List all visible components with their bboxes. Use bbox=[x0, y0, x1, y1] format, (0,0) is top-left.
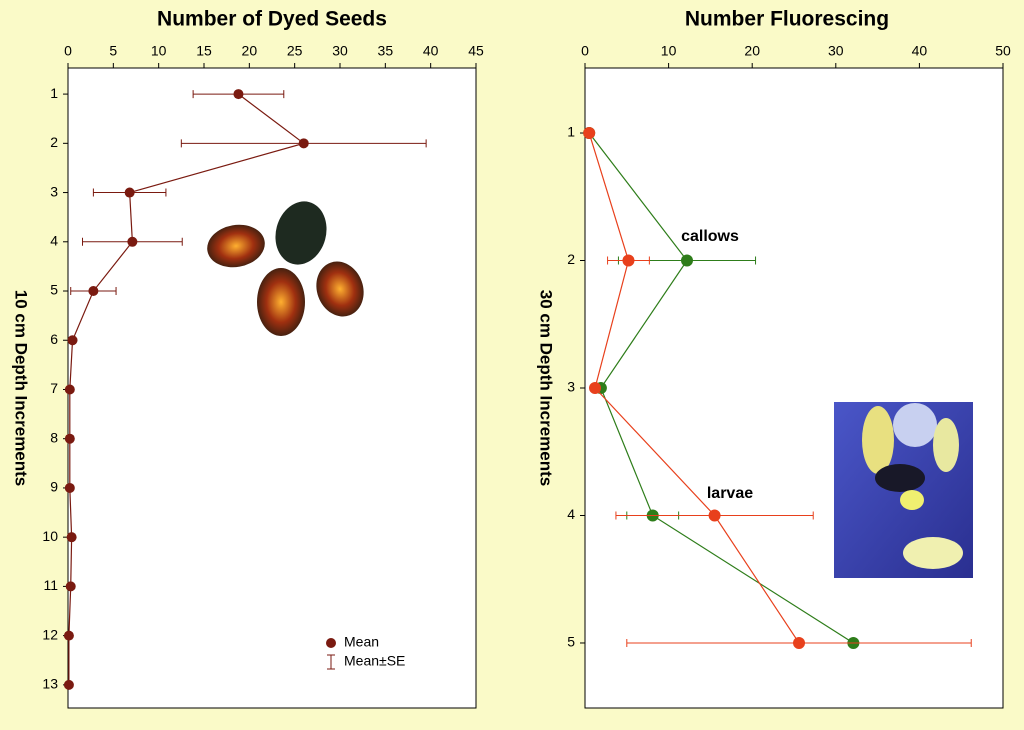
data-point bbox=[88, 286, 99, 297]
x-tick-label: 10 bbox=[151, 43, 167, 59]
legend-label: Mean±SE bbox=[344, 653, 405, 669]
data-point bbox=[64, 433, 75, 444]
x-tick-label: 40 bbox=[423, 43, 439, 59]
legend-marker bbox=[327, 654, 335, 670]
x-tick-label: 15 bbox=[196, 43, 212, 59]
data-point bbox=[63, 630, 74, 641]
x-tick-label: 20 bbox=[744, 43, 760, 59]
data-point bbox=[67, 335, 78, 346]
y-tick-label: 10 bbox=[42, 528, 58, 544]
y-tick-label: 8 bbox=[50, 429, 58, 445]
x-tick-label: 0 bbox=[581, 43, 589, 59]
x-tick-label: 5 bbox=[109, 43, 117, 59]
y-tick-label: 3 bbox=[50, 183, 58, 199]
data-point bbox=[298, 138, 309, 149]
data-point bbox=[708, 509, 721, 522]
y-tick-label: 4 bbox=[567, 506, 575, 522]
x-tick-label: 35 bbox=[378, 43, 394, 59]
y-axis-label: 10 cm Depth Increments bbox=[12, 290, 31, 487]
data-point bbox=[793, 636, 806, 649]
chart-title: Number of Dyed Seeds bbox=[157, 8, 387, 31]
x-tick-label: 25 bbox=[287, 43, 303, 59]
data-point bbox=[589, 382, 602, 394]
seed-photo bbox=[207, 201, 364, 336]
series-label: larvae bbox=[707, 485, 753, 502]
data-point bbox=[680, 254, 693, 267]
x-tick-label: 40 bbox=[912, 43, 928, 59]
data-point bbox=[583, 127, 596, 140]
data-point bbox=[233, 89, 244, 100]
chart-title: Number Fluorescing bbox=[685, 8, 889, 31]
x-tick-label: 50 bbox=[995, 43, 1011, 59]
series-label: callows bbox=[681, 228, 739, 245]
y-tick-label: 13 bbox=[42, 676, 58, 692]
legend: Mean Mean±SE bbox=[326, 634, 405, 670]
y-tick-label: 2 bbox=[50, 134, 58, 150]
x-tick-label: 20 bbox=[242, 43, 258, 59]
y-tick-label: 1 bbox=[50, 85, 58, 101]
y-axis-label: 30 cm Depth Increments bbox=[537, 290, 556, 487]
x-tick-label: 0 bbox=[64, 43, 72, 59]
plot-area bbox=[584, 67, 1004, 709]
x-tick-label: 10 bbox=[661, 43, 677, 59]
data-point bbox=[124, 187, 135, 198]
y-tick-label: 12 bbox=[42, 626, 58, 642]
x-tick-label: 30 bbox=[828, 43, 844, 59]
x-tick-label: 30 bbox=[332, 43, 348, 59]
y-tick-label: 2 bbox=[567, 251, 575, 267]
y-tick-label: 6 bbox=[50, 331, 58, 347]
data-point bbox=[63, 679, 74, 690]
data-point bbox=[64, 482, 75, 493]
plot-area bbox=[67, 67, 477, 709]
ant-photo bbox=[834, 402, 973, 578]
y-tick-label: 5 bbox=[50, 282, 58, 298]
data-point bbox=[65, 581, 76, 592]
y-tick-label: 3 bbox=[567, 379, 575, 395]
data-point bbox=[127, 236, 138, 247]
legend-label: Mean bbox=[344, 634, 379, 650]
y-tick-label: 4 bbox=[50, 232, 58, 248]
data-point bbox=[622, 254, 635, 267]
y-tick-label: 9 bbox=[50, 479, 58, 495]
legend-marker bbox=[326, 638, 336, 648]
y-tick-label: 7 bbox=[50, 380, 58, 396]
data-point bbox=[64, 384, 75, 395]
data-point bbox=[66, 532, 77, 543]
y-tick-label: 11 bbox=[43, 577, 58, 593]
x-tick-label: 45 bbox=[468, 43, 484, 59]
y-tick-label: 5 bbox=[567, 634, 575, 650]
y-tick-label: 1 bbox=[567, 124, 575, 140]
